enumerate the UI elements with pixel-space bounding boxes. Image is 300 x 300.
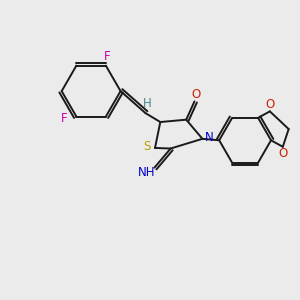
Text: O: O — [266, 98, 275, 111]
Text: O: O — [191, 88, 201, 101]
Text: NH: NH — [137, 167, 155, 179]
Text: F: F — [104, 50, 111, 63]
Text: H: H — [143, 97, 152, 110]
Text: F: F — [61, 112, 67, 124]
Text: S: S — [143, 140, 150, 153]
Text: O: O — [279, 147, 288, 160]
Text: N: N — [205, 131, 213, 144]
